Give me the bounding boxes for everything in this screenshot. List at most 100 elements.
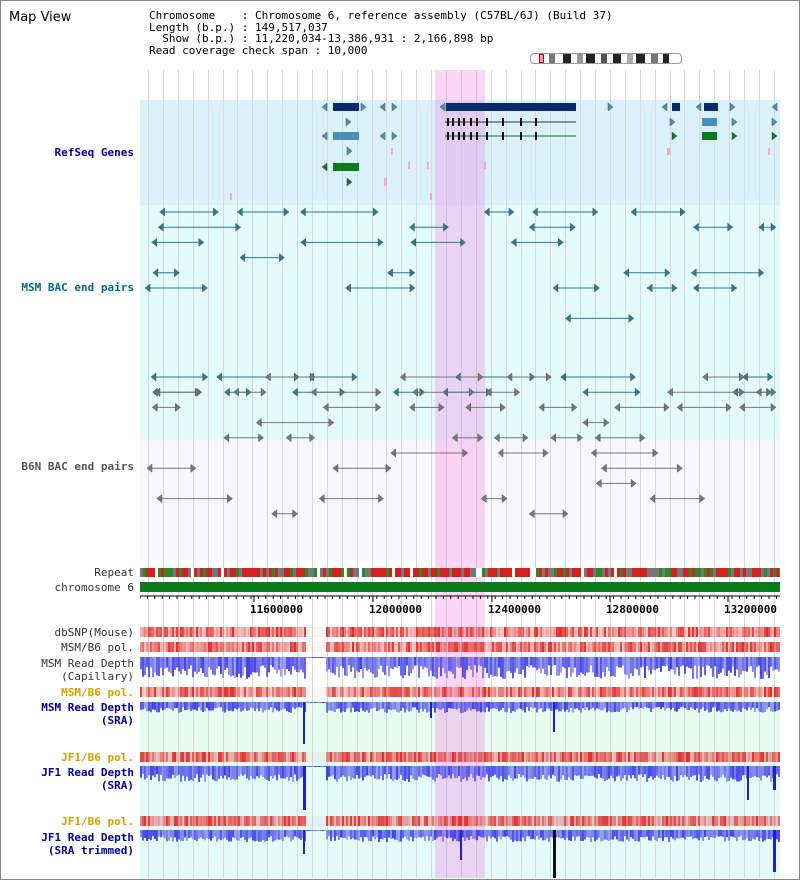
msm-sra-depth bbox=[646, 702, 648, 708]
jf1-depth bbox=[508, 766, 510, 776]
msm-sra-depth bbox=[604, 702, 606, 709]
jf1-pol-cell bbox=[560, 752, 562, 762]
msm-bac-end bbox=[443, 222, 449, 232]
jf1-depth bbox=[428, 766, 430, 777]
jf1-pol2-cell bbox=[608, 816, 610, 826]
msm-capillary-depth bbox=[658, 657, 660, 668]
msm-pol2-cell bbox=[156, 687, 158, 697]
msm-pol-cell bbox=[262, 642, 264, 652]
jf1-trim-depth bbox=[218, 830, 220, 840]
msm-pol-cell bbox=[428, 642, 430, 652]
jf1-depth bbox=[670, 766, 672, 781]
dbsnp-cell bbox=[160, 627, 162, 637]
b6n-bac-end bbox=[550, 433, 557, 443]
dbsnp-cell bbox=[396, 627, 398, 637]
msm-pol2-cell bbox=[572, 687, 574, 697]
msm-pol-cell bbox=[308, 642, 310, 652]
msm-bac-end bbox=[144, 283, 151, 293]
jf1-pol2-cell bbox=[342, 816, 344, 826]
msm-capillary-depth bbox=[600, 657, 602, 679]
repeat-segment bbox=[620, 568, 623, 577]
jf1-pol-cell bbox=[326, 752, 328, 762]
msm-capillary-depth bbox=[548, 657, 550, 666]
repeat-segment bbox=[557, 568, 560, 577]
repeat-segment bbox=[506, 568, 509, 577]
jf1-pol-cell bbox=[530, 752, 532, 762]
jf1-depth bbox=[564, 766, 566, 780]
msm-capillary-depth bbox=[326, 657, 328, 672]
track-label-msm-bac[interactable]: MSM BAC end pairs bbox=[21, 281, 134, 294]
jf1-depth bbox=[668, 766, 670, 777]
msm-pol2-cell bbox=[322, 687, 324, 697]
jf1-trim-depth bbox=[600, 830, 602, 842]
jf1-trim-depth bbox=[282, 830, 284, 842]
jf1-pol2-cell bbox=[740, 816, 742, 826]
msm-capillary-depth bbox=[676, 657, 678, 668]
msm-sra-depth bbox=[376, 702, 378, 712]
chromosome-ideogram[interactable] bbox=[530, 53, 682, 64]
jf1-pol-cell bbox=[544, 752, 546, 762]
msm-pol-cell bbox=[228, 642, 230, 652]
gene-arrow bbox=[345, 117, 352, 127]
repeat-segment bbox=[368, 568, 371, 577]
msm-bac-end bbox=[157, 222, 164, 232]
jf1-depth bbox=[406, 766, 408, 779]
msm-pol-cell bbox=[386, 642, 388, 652]
msm-capillary-depth bbox=[504, 657, 506, 679]
msm-pol-cell bbox=[568, 642, 570, 652]
msm-sra-depth bbox=[730, 702, 732, 711]
jf1-pol2-cell bbox=[158, 816, 160, 826]
dbsnp-cell bbox=[282, 627, 284, 637]
msm-capillary-depth bbox=[442, 657, 444, 668]
jf1-pol-cell bbox=[454, 752, 456, 762]
track-label-refseq-genes[interactable]: RefSeq Genes bbox=[54, 146, 134, 159]
msm-capillary-depth bbox=[566, 657, 568, 679]
msm-sra-depth bbox=[276, 702, 278, 711]
msm-capillary-depth bbox=[368, 657, 370, 670]
msm-pol2-cell bbox=[318, 687, 320, 697]
repeat-segment bbox=[515, 568, 518, 577]
msm-pol2-cell bbox=[218, 687, 220, 697]
msm-pol2-cell bbox=[616, 687, 618, 697]
dbsnp-cell bbox=[176, 627, 178, 637]
gene-arrow bbox=[729, 102, 736, 112]
msm-pol-cell bbox=[556, 642, 558, 652]
dbsnp-cell bbox=[574, 627, 576, 637]
msm-capillary-depth bbox=[212, 657, 214, 675]
msm-pol2-cell bbox=[624, 687, 626, 697]
genome-tracks-panel[interactable]: 11600000 12000000 12400000 12800000 1320… bbox=[140, 70, 780, 878]
jf1-pol2-cell bbox=[272, 816, 274, 826]
track-label-b6n-bac[interactable]: B6N BAC end pairs bbox=[21, 460, 134, 473]
msm-pol2-cell bbox=[506, 687, 508, 697]
dbsnp-cell bbox=[394, 627, 396, 637]
dbsnp-cell bbox=[432, 627, 434, 637]
jf1-pol-cell bbox=[246, 752, 248, 762]
msm-pol-cell bbox=[712, 642, 714, 652]
gene-arrow bbox=[661, 102, 668, 112]
msm-pol-cell bbox=[570, 642, 572, 652]
jf1-depth bbox=[244, 766, 246, 775]
msm-sra-depth bbox=[234, 702, 236, 709]
msm-pol2-cell bbox=[148, 687, 150, 697]
jf1-trim-depth bbox=[636, 830, 638, 841]
gene-arrow bbox=[607, 102, 614, 112]
repeat-segment bbox=[203, 568, 206, 577]
msm-capillary-depth bbox=[456, 657, 458, 667]
jf1-pol2-cell bbox=[206, 816, 208, 826]
gene-tick bbox=[768, 148, 770, 155]
jf1-pol2-cell bbox=[178, 816, 180, 826]
msm-bac-end bbox=[634, 387, 641, 397]
jf1-pol-cell bbox=[148, 752, 150, 762]
msm-sra-depth bbox=[746, 702, 748, 711]
msm-capillary-depth bbox=[440, 657, 442, 677]
dbsnp-cell bbox=[344, 627, 346, 637]
msm-sra-depth bbox=[566, 702, 568, 710]
jf1-pol2-cell bbox=[516, 816, 518, 826]
jf1-trim-depth-spike bbox=[460, 830, 462, 860]
msm-sra-depth bbox=[268, 702, 270, 710]
jf1-trim-depth bbox=[570, 830, 572, 841]
jf1-pol-cell bbox=[756, 752, 758, 762]
jf1-pol2-cell bbox=[200, 816, 202, 826]
jf1-pol2-cell bbox=[534, 816, 536, 826]
msm-pol-cell bbox=[596, 642, 598, 652]
